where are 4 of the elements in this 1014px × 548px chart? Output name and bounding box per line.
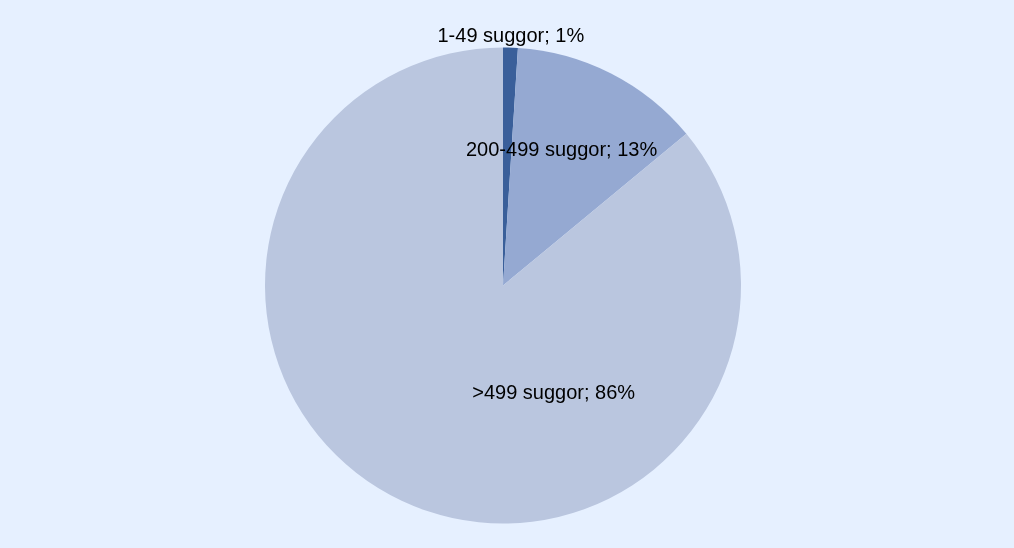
pie-slice (265, 47, 741, 524)
slice-label: >499 suggor; 86% (472, 381, 636, 404)
slice-label: 200-499 suggor; 13% (465, 138, 658, 161)
slice-label: 1-49 suggor; 1% (437, 23, 585, 46)
